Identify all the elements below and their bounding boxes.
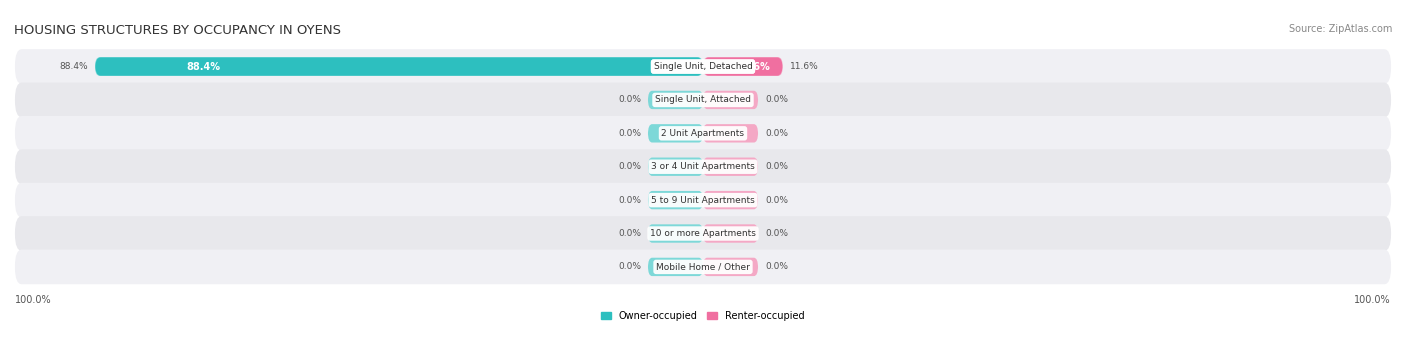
Text: 0.0%: 0.0% — [765, 229, 787, 238]
FancyBboxPatch shape — [96, 57, 703, 76]
Text: 10 or more Apartments: 10 or more Apartments — [650, 229, 756, 238]
Text: Mobile Home / Other: Mobile Home / Other — [657, 263, 749, 271]
Text: 5 to 9 Unit Apartments: 5 to 9 Unit Apartments — [651, 196, 755, 205]
FancyBboxPatch shape — [15, 149, 1391, 184]
Text: Single Unit, Detached: Single Unit, Detached — [654, 62, 752, 71]
FancyBboxPatch shape — [703, 158, 758, 176]
Text: 0.0%: 0.0% — [619, 229, 641, 238]
FancyBboxPatch shape — [15, 183, 1391, 218]
Text: 0.0%: 0.0% — [619, 162, 641, 171]
FancyBboxPatch shape — [648, 158, 703, 176]
FancyBboxPatch shape — [15, 116, 1391, 151]
FancyBboxPatch shape — [703, 191, 758, 209]
FancyBboxPatch shape — [703, 258, 758, 276]
FancyBboxPatch shape — [703, 124, 758, 143]
Text: Single Unit, Attached: Single Unit, Attached — [655, 95, 751, 104]
Text: 0.0%: 0.0% — [619, 95, 641, 104]
Text: 0.0%: 0.0% — [619, 129, 641, 138]
FancyBboxPatch shape — [703, 91, 758, 109]
Text: Single Unit, Detached: Single Unit, Detached — [654, 62, 752, 71]
Text: 88.4%: 88.4% — [59, 62, 89, 71]
FancyBboxPatch shape — [648, 191, 703, 209]
Text: 0.0%: 0.0% — [765, 162, 787, 171]
Text: 88.4%: 88.4% — [186, 61, 221, 72]
Text: 0.0%: 0.0% — [765, 95, 787, 104]
FancyBboxPatch shape — [703, 224, 758, 243]
FancyBboxPatch shape — [96, 57, 703, 76]
FancyBboxPatch shape — [648, 224, 703, 243]
Text: 0.0%: 0.0% — [619, 263, 641, 271]
Text: 3 or 4 Unit Apartments: 3 or 4 Unit Apartments — [651, 162, 755, 171]
Text: 0.0%: 0.0% — [765, 263, 787, 271]
FancyBboxPatch shape — [648, 91, 703, 109]
FancyBboxPatch shape — [648, 258, 703, 276]
Text: HOUSING STRUCTURES BY OCCUPANCY IN OYENS: HOUSING STRUCTURES BY OCCUPANCY IN OYENS — [14, 24, 342, 37]
Text: 0.0%: 0.0% — [619, 196, 641, 205]
FancyBboxPatch shape — [15, 49, 1391, 84]
FancyBboxPatch shape — [15, 83, 1391, 117]
FancyBboxPatch shape — [703, 57, 783, 76]
FancyBboxPatch shape — [703, 57, 783, 76]
Text: 11.6%: 11.6% — [737, 61, 770, 72]
Text: 0.0%: 0.0% — [765, 196, 787, 205]
Legend: Owner-occupied, Renter-occupied: Owner-occupied, Renter-occupied — [602, 311, 804, 321]
Text: Source: ZipAtlas.com: Source: ZipAtlas.com — [1288, 24, 1392, 34]
Text: 0.0%: 0.0% — [765, 129, 787, 138]
Text: 100.0%: 100.0% — [1354, 295, 1391, 305]
Text: 2 Unit Apartments: 2 Unit Apartments — [661, 129, 745, 138]
Text: 100.0%: 100.0% — [15, 295, 52, 305]
FancyBboxPatch shape — [648, 124, 703, 143]
FancyBboxPatch shape — [15, 250, 1391, 284]
Text: 11.6%: 11.6% — [790, 62, 818, 71]
FancyBboxPatch shape — [15, 216, 1391, 251]
